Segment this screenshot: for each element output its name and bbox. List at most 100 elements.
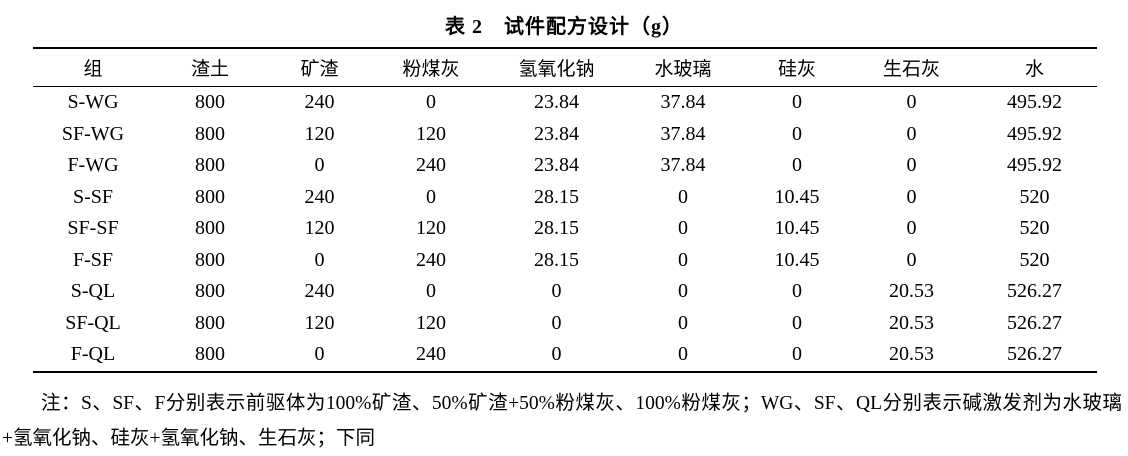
value-cell: 37.84 bbox=[660, 154, 706, 177]
value-cell: 0 bbox=[678, 248, 688, 271]
value-cell: 20.53 bbox=[889, 311, 934, 334]
value-cell: 240 bbox=[304, 280, 335, 303]
value-cell: 0 bbox=[792, 122, 802, 145]
value-cell: 0 bbox=[678, 343, 688, 366]
value-cell: 0 bbox=[906, 122, 917, 145]
value-cell: 28.15 bbox=[534, 248, 579, 271]
value-cell: 800 bbox=[195, 311, 225, 334]
group-cell: S-QL bbox=[70, 280, 116, 303]
value-cell: 120 bbox=[416, 122, 446, 145]
value-cell: 0 bbox=[426, 280, 436, 303]
value-cell: 120 bbox=[304, 217, 335, 240]
group-cell: SF-QL bbox=[65, 311, 121, 334]
table-body: S-WG 800 240 0 23.84 37.84 0 0 495.92 SF-WG 800 120… bbox=[33, 87, 1097, 372]
value-cell: 0 bbox=[792, 280, 802, 303]
value-cell: 0 bbox=[792, 154, 802, 177]
value-cell: 0 bbox=[678, 280, 688, 303]
value-cell: 120 bbox=[304, 311, 335, 334]
value-cell: 520 bbox=[1019, 217, 1050, 240]
value-cell: 800 bbox=[195, 217, 225, 240]
table-row: SF-WG 800 120 120 23.84 37.84 0 0 495.92 bbox=[33, 119, 1097, 151]
value-cell: 495.92 bbox=[1007, 91, 1062, 114]
table-row: SF-QL 800 120 120 0 0 0 20.53 526.27 bbox=[33, 308, 1097, 340]
value-cell: 526.27 bbox=[1007, 280, 1062, 303]
value-cell: 520 bbox=[1019, 248, 1050, 271]
value-cell: 0 bbox=[906, 217, 917, 240]
value-cell: 120 bbox=[416, 217, 446, 240]
value-cell: 0 bbox=[551, 280, 562, 303]
table-row: F-SF 800 0 240 28.15 0 10.45 0 520 bbox=[33, 245, 1097, 277]
value-cell: 526.27 bbox=[1007, 343, 1062, 366]
value-cell: 495.92 bbox=[1007, 122, 1062, 145]
value-cell: 0 bbox=[426, 185, 436, 208]
value-cell: 10.45 bbox=[774, 185, 820, 208]
value-cell: 800 bbox=[195, 343, 225, 366]
value-cell: 0 bbox=[906, 248, 917, 271]
table-note: 注：S、SF、F分别表示前驱体为100%矿渣、50%矿渣+50%粉煤灰、100%… bbox=[2, 386, 1122, 456]
value-cell: 520 bbox=[1019, 185, 1050, 208]
column-header: 水 bbox=[972, 48, 1097, 87]
value-cell: 0 bbox=[792, 343, 802, 366]
column-header: 组 bbox=[33, 48, 153, 87]
group-cell: F-QL bbox=[70, 343, 116, 366]
value-cell: 0 bbox=[906, 185, 917, 208]
column-header: 粉煤灰 bbox=[372, 48, 490, 87]
value-cell: 0 bbox=[906, 91, 917, 114]
table-row: S-SF 800 240 0 28.15 0 10.45 0 520 bbox=[33, 182, 1097, 214]
value-cell: 23.84 bbox=[534, 91, 579, 114]
value-cell: 20.53 bbox=[889, 343, 934, 366]
value-cell: 240 bbox=[304, 185, 335, 208]
column-header: 氢氧化钠 bbox=[490, 48, 623, 87]
group-cell: SF-WG bbox=[61, 122, 125, 145]
value-cell: 800 bbox=[195, 154, 225, 177]
table-title-text: 表 2 试件配方设计（g） bbox=[445, 16, 683, 38]
column-header: 渣土 bbox=[153, 48, 267, 87]
value-cell: 0 bbox=[906, 154, 917, 177]
value-cell: 0 bbox=[314, 343, 325, 366]
value-cell: 0 bbox=[426, 91, 436, 114]
value-cell: 37.84 bbox=[660, 91, 706, 114]
value-cell: 0 bbox=[792, 91, 802, 114]
value-cell: 0 bbox=[678, 311, 688, 334]
value-cell: 0 bbox=[551, 343, 562, 366]
value-cell: 0 bbox=[678, 185, 688, 208]
group-cell: S-WG bbox=[67, 91, 119, 114]
group-cell: F-WG bbox=[67, 154, 119, 177]
table-title: 表 2 试件配方设计（g） bbox=[0, 0, 1128, 47]
value-cell: 20.53 bbox=[889, 280, 934, 303]
value-cell: 10.45 bbox=[774, 248, 820, 271]
value-cell: 240 bbox=[304, 91, 335, 114]
column-header: 水玻璃 bbox=[623, 48, 743, 87]
value-cell: 0 bbox=[551, 311, 562, 334]
value-cell: 240 bbox=[416, 343, 446, 366]
column-header: 生石灰 bbox=[851, 48, 972, 87]
value-cell: 28.15 bbox=[534, 185, 579, 208]
value-cell: 0 bbox=[314, 154, 325, 177]
value-cell: 800 bbox=[195, 248, 225, 271]
table-row: F-WG 800 0 240 23.84 37.84 0 0 495.92 bbox=[33, 150, 1097, 182]
table-note-text: 注：S、SF、F分别表示前驱体为100%矿渣、50%矿渣+50%粉煤灰、100%… bbox=[2, 392, 1122, 449]
value-cell: 23.84 bbox=[534, 154, 579, 177]
value-cell: 120 bbox=[304, 122, 335, 145]
specimen-formula-table: 组渣土 矿渣 粉煤灰 氢氧化钠 水玻璃 硅灰 生石灰水 S-WG 800 240 0 23.84 37… bbox=[33, 47, 1097, 373]
value-cell: 800 bbox=[195, 185, 225, 208]
value-cell: 0 bbox=[314, 248, 325, 271]
value-cell: 800 bbox=[195, 91, 225, 114]
group-cell: F-SF bbox=[72, 248, 114, 271]
value-cell: 23.84 bbox=[534, 122, 579, 145]
table-row: F-QL 800 0 240 0 0 0 20.53 526.27 bbox=[33, 339, 1097, 372]
value-cell: 526.27 bbox=[1007, 311, 1062, 334]
value-cell: 120 bbox=[416, 311, 446, 334]
group-cell: S-SF bbox=[72, 185, 114, 208]
column-header: 硅灰 bbox=[743, 48, 851, 87]
value-cell: 0 bbox=[792, 311, 802, 334]
group-cell: SF-SF bbox=[67, 217, 119, 240]
table-row: SF-SF 800 120 120 28.15 0 10.45 0 520 bbox=[33, 213, 1097, 245]
value-cell: 240 bbox=[416, 248, 446, 271]
value-cell: 495.92 bbox=[1007, 154, 1062, 177]
header-row: 组渣土 矿渣 粉煤灰 氢氧化钠 水玻璃 硅灰 生石灰水 bbox=[33, 48, 1097, 87]
table-row: S-WG 800 240 0 23.84 37.84 0 0 495.92 bbox=[33, 87, 1097, 119]
value-cell: 0 bbox=[678, 217, 688, 240]
value-cell: 10.45 bbox=[774, 217, 820, 240]
